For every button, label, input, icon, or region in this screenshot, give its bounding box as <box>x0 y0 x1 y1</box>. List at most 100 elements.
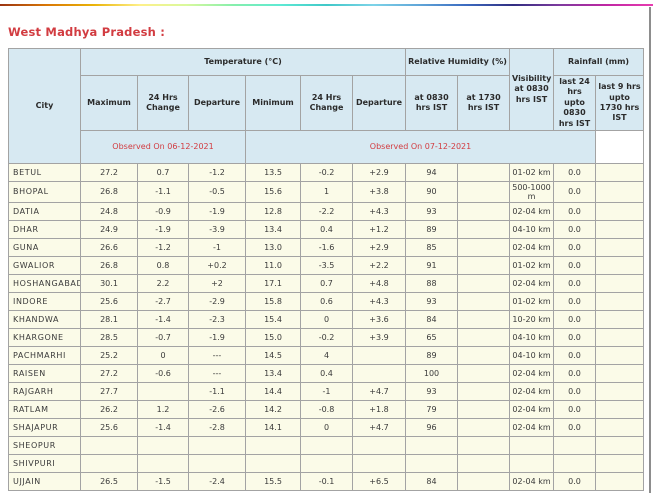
data-cell: 4 <box>300 345 353 365</box>
data-cell: 0.0 <box>553 162 597 182</box>
data-cell: 28.5 <box>80 327 138 347</box>
data-cell: 02-04 km <box>509 399 555 419</box>
data-cell: 14.1 <box>245 417 301 437</box>
data-cell <box>457 381 511 401</box>
data-cell: -0.5 <box>188 180 246 203</box>
header-city: City <box>8 48 81 164</box>
data-cell: -1 <box>300 381 353 401</box>
data-cell: -1.4 <box>137 309 189 329</box>
header-maximum: Maximum <box>80 75 138 131</box>
data-cell: 90 <box>405 180 459 203</box>
data-cell: -1.4 <box>137 417 189 437</box>
data-cell: -1.9 <box>137 219 189 239</box>
data-cell: +2.2 <box>351 255 407 275</box>
table-row: BETUL 27.2 0.7 -1.2 13.5 -0.2 +2.9 94 01-02 km 0.… <box>8 162 645 182</box>
header-rainfall-group: Rainfall (mm) <box>553 48 645 76</box>
data-cell: +6.5 <box>351 471 407 491</box>
data-cell: 85 <box>405 237 459 257</box>
data-cell: -2.8 <box>188 417 246 437</box>
data-cell: 02-04 km <box>509 201 555 221</box>
data-cell: 0.0 <box>553 255 597 275</box>
data-cell: 84 <box>405 471 459 491</box>
data-cell: -1.2 <box>188 162 246 182</box>
data-cell: 0.0 <box>553 381 597 401</box>
data-cell: 2.2 <box>137 273 189 293</box>
data-cell: 0 <box>300 417 353 437</box>
data-cell: 25.6 <box>80 291 138 311</box>
city-cell: RATLAM <box>8 399 81 419</box>
data-cell: 24.9 <box>80 219 138 239</box>
data-cell <box>457 471 511 491</box>
data-cell: 89 <box>405 345 459 365</box>
data-cell <box>457 327 511 347</box>
data-cell: 27.2 <box>80 162 138 182</box>
header-24hrs-change-min: 24 Hrs Change <box>300 75 353 131</box>
data-cell: -2.9 <box>188 291 246 311</box>
data-cell <box>595 201 645 221</box>
data-cell <box>457 453 511 473</box>
data-cell: 14.5 <box>245 345 301 365</box>
data-cell: 0.0 <box>553 327 597 347</box>
data-cell <box>137 381 189 401</box>
data-cell <box>595 237 645 257</box>
table-row: RAISEN 27.2 -0.6 --- 13.4 0.4 100 02-04 km 0.0 <box>8 363 645 383</box>
table-row: KHARGONE 28.5 -0.7 -1.9 15.0 -0.2 +3.9 65 04-10 … <box>8 327 645 347</box>
data-cell: 0.8 <box>137 255 189 275</box>
table-row: INDORE 25.6 -2.7 -2.9 15.8 0.6 +4.3 93 01-02 km 0… <box>8 291 645 311</box>
data-cell: 02-04 km <box>509 417 555 437</box>
data-cell: 27.2 <box>80 363 138 383</box>
data-cell <box>595 363 645 383</box>
data-cell: 0.0 <box>553 345 597 365</box>
data-cell: -1.9 <box>188 201 246 221</box>
city-cell: KHANDWA <box>8 309 81 329</box>
city-cell: PACHMARHI <box>8 345 81 365</box>
table-row: GWALIOR 26.8 0.8 +0.2 11.0 -3.5 +2.2 91 01-02 km… <box>8 255 645 275</box>
blank-header-cell <box>595 129 645 164</box>
data-cell: 02-04 km <box>509 237 555 257</box>
data-cell: -2.6 <box>188 399 246 419</box>
data-cell: -2.2 <box>300 201 353 221</box>
header-rain-9hrs: last 9 hrs upto 1730 hrs IST <box>595 75 645 131</box>
data-cell: 0.0 <box>553 417 597 437</box>
data-cell: -0.2 <box>300 327 353 347</box>
table-row: PACHMARHI 25.2 0 --- 14.5 4 89 04-10 km 0.0 <box>8 345 645 365</box>
data-cell <box>457 255 511 275</box>
data-cell <box>300 453 353 473</box>
data-cell <box>595 309 645 329</box>
table-row: RAJGARH 27.7 -1.1 14.4 -1 +4.7 93 02-04 km 0.0 <box>8 381 645 401</box>
data-cell: --- <box>188 345 246 365</box>
data-cell: 100 <box>405 363 459 383</box>
data-cell: 01-02 km <box>509 255 555 275</box>
observed-date-right: Observed On 07-12-2021 <box>244 129 597 164</box>
data-cell <box>457 273 511 293</box>
data-cell <box>595 219 645 239</box>
data-cell: 84 <box>405 309 459 329</box>
data-cell: +4.3 <box>351 201 407 221</box>
data-cell: 88 <box>405 273 459 293</box>
data-cell <box>188 453 246 473</box>
data-cell: 0.4 <box>300 363 353 383</box>
city-cell: KHARGONE <box>8 327 81 347</box>
data-cell: +0.2 <box>188 255 246 275</box>
city-cell: RAJGARH <box>8 381 81 401</box>
data-cell: 1.2 <box>137 399 189 419</box>
data-cell: 13.4 <box>245 219 301 239</box>
city-cell: SHEOPUR <box>8 435 81 455</box>
data-cell <box>595 381 645 401</box>
data-cell <box>188 435 246 455</box>
header-rain-24hrs: last 24 hrs upto 0830 hrs IST <box>553 75 597 131</box>
city-cell: RAISEN <box>8 363 81 383</box>
data-cell <box>457 180 511 203</box>
data-cell: -0.6 <box>137 363 189 383</box>
header-temperature-group: Temperature (°C) <box>79 48 407 76</box>
city-cell: GWALIOR <box>8 255 81 275</box>
data-cell: 10-20 km <box>509 309 555 329</box>
data-cell: 89 <box>405 219 459 239</box>
data-cell: 93 <box>405 201 459 221</box>
data-cell: -1.1 <box>137 180 189 203</box>
table-row: GUNA 26.6 -1.2 -1 13.0 -1.6 +2.9 85 02-04 km 0.0 <box>8 237 645 257</box>
data-cell <box>80 435 138 455</box>
data-cell: 13.0 <box>245 237 301 257</box>
data-cell: 79 <box>405 399 459 419</box>
